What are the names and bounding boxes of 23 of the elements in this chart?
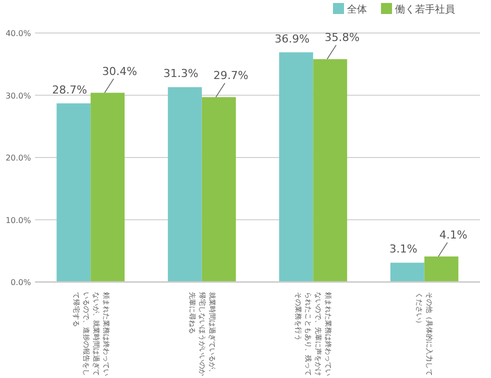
bar [313,59,348,282]
bar [202,97,236,282]
text: 36.9% [274,32,310,46]
bar [424,256,458,282]
text: 30.4% [102,64,138,78]
y-tick-label: 40.0% [6,29,32,38]
y-tick-label: 20.0% [6,154,32,162]
text: 29.7% [213,69,248,82]
text: 28.7% [52,83,88,96]
legend-label: 全体 [347,4,367,16]
bar [390,262,424,282]
bar [90,92,125,282]
bar [279,52,314,282]
bar [56,103,91,282]
text: 35.8% [324,31,360,44]
legend-label: 働く若手社員 [395,4,455,16]
text: 4.1% [439,228,468,242]
y-tick-label: 0.0% [10,278,32,287]
text: 31.3% [163,67,198,80]
y-tick-label: 10.0% [6,216,32,225]
bar [168,87,202,282]
y-tick-label: 30.0% [6,91,32,100]
text: 3.1% [389,242,418,256]
